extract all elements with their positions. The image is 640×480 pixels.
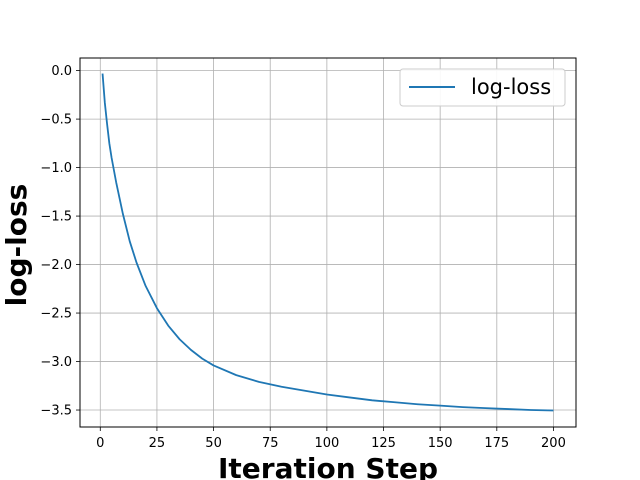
x-tick-label: 150 xyxy=(428,436,453,451)
y-tick-label: 0.0 xyxy=(51,64,72,79)
y-tick-label: −2.5 xyxy=(40,307,72,322)
x-tick-label: 50 xyxy=(205,436,222,451)
x-tick-label: 75 xyxy=(262,436,279,451)
y-tick-label: −2.0 xyxy=(40,258,72,273)
x-axis-label: Iteration Step xyxy=(218,452,438,480)
axis-ticks: 0 25 50 75 100 125 150 175 200 0.0 −0.5 −1.0 −1.5 −2.… xyxy=(40,64,565,451)
series-layer xyxy=(101,73,554,412)
x-tick-label: 100 xyxy=(314,436,339,451)
y-tick-label: −1.5 xyxy=(40,210,72,225)
y-tick-label: −1.0 xyxy=(40,161,72,176)
x-tick-label: 200 xyxy=(541,436,566,451)
x-tick-label: 0 xyxy=(96,436,104,451)
x-tick-label: 25 xyxy=(149,436,166,451)
y-axis-label: log-loss xyxy=(0,184,33,307)
legend-label-log-loss: log-loss xyxy=(471,75,551,99)
x-tick-label: 175 xyxy=(484,436,509,451)
y-tick-label: −0.5 xyxy=(40,113,72,128)
y-tick-label: −3.5 xyxy=(40,404,72,419)
legend: log-loss xyxy=(399,68,566,107)
series-line-log-loss xyxy=(101,73,554,412)
x-tick-label: 125 xyxy=(371,436,396,451)
y-tick-label: −3.0 xyxy=(40,355,72,370)
legend-box xyxy=(399,68,566,107)
plot-frame xyxy=(79,57,577,428)
